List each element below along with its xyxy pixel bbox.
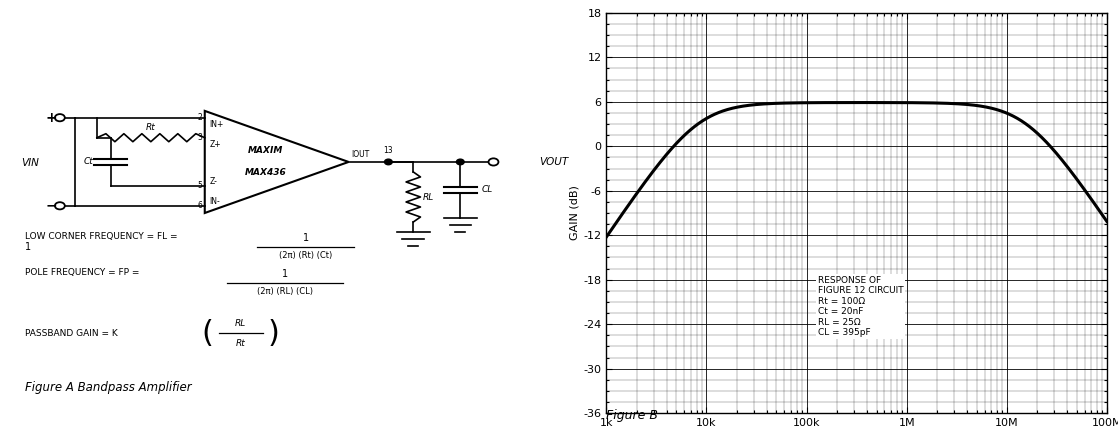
Text: POLE FREQUENCY = FP =: POLE FREQUENCY = FP = [25,268,140,277]
Text: Ct: Ct [83,157,93,166]
Text: Z-: Z- [209,177,217,186]
Text: LOW CORNER FREQUENCY = FL =: LOW CORNER FREQUENCY = FL = [25,232,178,241]
Text: 3: 3 [197,133,202,142]
Text: 1: 1 [282,269,288,279]
Text: 5: 5 [197,181,202,190]
Text: (: ( [201,319,214,348]
Text: PASSBAND GAIN = K: PASSBAND GAIN = K [25,328,117,338]
Circle shape [385,159,392,165]
Text: VIN: VIN [21,158,39,168]
Text: IOUT: IOUT [351,150,370,159]
Text: 1: 1 [25,242,31,252]
Text: Figure B: Figure B [606,409,659,422]
Text: CL: CL [482,185,493,195]
Text: (2π) (RL) (CL): (2π) (RL) (CL) [257,288,313,296]
Text: RL: RL [235,319,246,328]
Text: Z+: Z+ [209,140,221,149]
Text: MAX436: MAX436 [245,168,286,178]
Text: (2π) (Rt) (Ct): (2π) (Rt) (Ct) [280,251,332,260]
Text: Rt: Rt [146,123,155,132]
Text: +: + [45,111,57,125]
Text: −: − [45,199,57,213]
Text: Rt: Rt [236,339,246,348]
Text: IN+: IN+ [209,120,224,129]
Text: IN-: IN- [209,197,220,206]
Text: 6: 6 [197,201,202,210]
Text: Figure A Bandpass Amplifier: Figure A Bandpass Amplifier [25,381,191,394]
Text: RESPONSE OF
FIGURE 12 CIRCUIT
Rt = 100Ω
Ct = 20nF
RL = 25Ω
CL = 395pF: RESPONSE OF FIGURE 12 CIRCUIT Rt = 100Ω … [818,276,903,337]
Text: MAXIM: MAXIM [248,147,283,155]
Circle shape [456,159,464,165]
Y-axis label: GAIN (dB): GAIN (dB) [569,186,579,240]
Text: 13: 13 [383,147,394,155]
Text: VOUT: VOUT [539,157,569,167]
Text: 2: 2 [197,113,202,122]
Text: RL: RL [424,193,435,201]
Text: 1: 1 [303,233,309,243]
Text: ): ) [268,319,280,348]
